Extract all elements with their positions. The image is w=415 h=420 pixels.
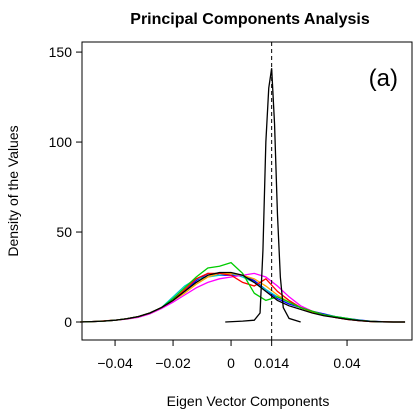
annotation: (a) [369, 65, 398, 92]
x-tick-label: 0.04 [333, 355, 360, 371]
plot-box [81, 41, 413, 341]
density-line [80, 272, 406, 323]
y-tick-label: 50 [56, 224, 72, 240]
density-line [80, 272, 406, 323]
density-line [225, 68, 301, 323]
density-line [80, 272, 406, 323]
density-line [80, 261, 406, 323]
x-tick-label: −0.02 [155, 355, 191, 371]
x-axis-label: Eigen Vector Components [167, 393, 330, 409]
x-tick-label: 0 [227, 355, 235, 371]
density-line [80, 272, 406, 323]
density-line [80, 272, 406, 323]
x-tick-label: 0.014 [254, 355, 289, 371]
chart-title: Principal Components Analysis [130, 11, 370, 28]
y-tick-label: 100 [49, 134, 73, 150]
y-axis-label: Density of the Values [5, 125, 21, 256]
x-tick-label: −0.04 [97, 355, 133, 371]
y-tick-label: 0 [64, 314, 72, 330]
y-tick-label: 150 [49, 44, 73, 60]
density-line [80, 271, 406, 323]
